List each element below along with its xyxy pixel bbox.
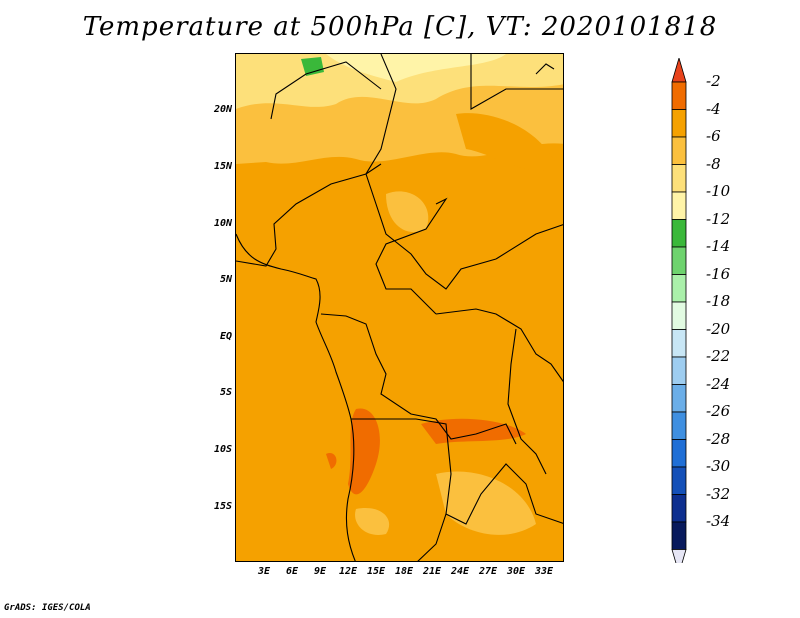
- colorbar-swatch: [671, 439, 687, 468]
- border-2: [365, 54, 497, 290]
- lon-label: 6E: [285, 566, 299, 577]
- chart-title: Temperature at 500hPa [C], VT: 202010181…: [82, 12, 718, 42]
- border-3: [270, 61, 382, 120]
- footer-credit: GrADS: IGES/COLA: [4, 603, 91, 613]
- border-9: [417, 513, 447, 561]
- colorbar-label: -34: [706, 512, 731, 530]
- colorbar-swatch: [671, 246, 687, 275]
- colorbar-label: -32: [706, 484, 731, 503]
- colorbar-label: -20: [706, 319, 731, 338]
- colorbar-label: -12: [706, 209, 731, 228]
- colorbar-swatch: [671, 329, 687, 358]
- colorbar-swatch: [671, 521, 687, 550]
- colorbar-label: -16: [706, 264, 731, 283]
- lon-label: 3E: [257, 566, 271, 577]
- country-borders: [236, 54, 563, 561]
- temperature-map: [236, 54, 563, 561]
- colorbar-swatch: [671, 164, 687, 193]
- colorbar-swatch: [671, 411, 687, 440]
- field-green-patch: [301, 57, 324, 76]
- colorbar-label: -30: [706, 457, 731, 475]
- lon-label: 9E: [313, 566, 327, 577]
- border-6: [320, 313, 517, 445]
- colorbar-swatch: [671, 356, 687, 385]
- lon-label: 18E: [394, 566, 414, 577]
- colorbar-swatch: [671, 494, 687, 523]
- field-orange-blob-1: [456, 113, 556, 171]
- colorbar-swatches: [671, 58, 687, 563]
- border-4: [470, 54, 563, 110]
- border-5: [375, 197, 448, 315]
- lat-label: 15S: [213, 501, 232, 512]
- colorbar-swatch: [671, 274, 687, 303]
- lon-label: 15E: [366, 566, 386, 577]
- colorbar-label: -2: [706, 72, 721, 90]
- field-light-blob-1: [386, 191, 429, 233]
- border-7: [435, 308, 563, 383]
- colorbar-label: -26: [706, 402, 731, 420]
- lon-label: 27E: [478, 566, 498, 577]
- colorbar-label: -22: [706, 347, 731, 365]
- border-8: [351, 418, 563, 525]
- field-north-palest: [326, 54, 506, 82]
- colorbar-label: -6: [706, 127, 721, 145]
- lat-label: 20N: [213, 104, 232, 115]
- lat-label: 5N: [219, 274, 232, 285]
- field-warm-patch-3: [326, 452, 337, 469]
- field-light-blob-3: [355, 508, 390, 535]
- lon-label: 33E: [534, 566, 554, 577]
- lon-label: 12E: [338, 566, 358, 577]
- colorbar-swatch: [671, 191, 687, 220]
- colorbar-label: -28: [706, 429, 731, 448]
- lat-label: EQ: [219, 331, 232, 342]
- colorbar-label: -10: [706, 182, 731, 200]
- coastline-west: [236, 233, 356, 561]
- colorbar-label: -8: [706, 154, 721, 173]
- colorbar-swatch: [671, 301, 687, 330]
- colorbar-label: -4: [706, 99, 721, 118]
- colorbar-bottom-arrow: [671, 549, 687, 563]
- colorbar-swatch: [671, 466, 687, 495]
- lon-label: 30E: [506, 566, 526, 577]
- map-panel: [235, 53, 564, 562]
- border-11: [535, 63, 555, 75]
- lon-label: 24E: [450, 566, 470, 577]
- lon-label: 21E: [422, 566, 442, 577]
- border-lakes: [507, 328, 547, 475]
- lat-label: 10N: [213, 218, 232, 229]
- colorbar-swatch: [671, 384, 687, 413]
- lat-label: 5S: [219, 387, 232, 398]
- colorbar-swatch: [671, 219, 687, 248]
- colorbar-label: -14: [706, 237, 731, 255]
- field-light-blob-2: [436, 471, 536, 535]
- border-1: [236, 163, 382, 267]
- colorbar-top-arrow: [671, 58, 687, 83]
- colorbar-swatch: [671, 136, 687, 165]
- colorbar-swatch: [671, 81, 687, 110]
- colorbar-swatch: [671, 109, 687, 138]
- border-10: [495, 224, 563, 260]
- colorbar: [671, 58, 687, 563]
- colorbar-label: -24: [706, 374, 731, 393]
- field-warm-patch-1: [348, 408, 380, 495]
- lat-label: 10S: [213, 444, 232, 455]
- colorbar-label: -18: [706, 292, 731, 310]
- lat-label: 15N: [213, 161, 232, 172]
